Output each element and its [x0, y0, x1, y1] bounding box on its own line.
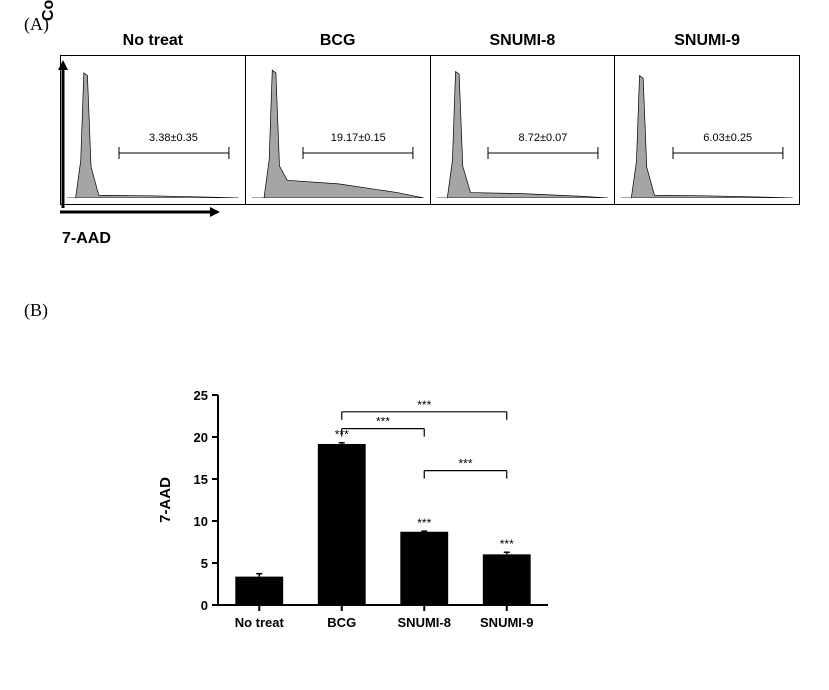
svg-text:BCG: BCG	[327, 615, 356, 630]
histogram-gate: 6.03±0.25	[673, 146, 783, 170]
gate-value: 8.72±0.07	[519, 132, 568, 144]
svg-text:10: 10	[194, 514, 208, 529]
panel-a-x-axis-label: 7-AAD	[62, 230, 111, 248]
histogram-gate: 3.38±0.35	[119, 146, 229, 170]
histogram-plot: 19.17±0.15	[252, 62, 424, 198]
histogram-cell: BCG19.17±0.15	[246, 56, 431, 204]
svg-text:SNUMI-8: SNUMI-8	[398, 615, 451, 630]
svg-text:No treat: No treat	[235, 615, 285, 630]
histogram-cell: SNUMI-88.72±0.07	[431, 56, 616, 204]
svg-text:***: ***	[500, 537, 514, 551]
panel-b-label: (B)	[24, 300, 48, 321]
panel-b: 0 5 10 15 20 25 7-AAD No treat BCG *** SNUMI-8 *** S…	[140, 365, 580, 665]
histogram-plot: 6.03±0.25	[621, 62, 793, 198]
histogram-title: BCG	[246, 32, 430, 50]
svg-text:SNUMI-9: SNUMI-9	[480, 615, 533, 630]
histogram-plot: 3.38±0.35	[67, 62, 239, 198]
svg-text:7-AAD: 7-AAD	[157, 477, 174, 523]
svg-text:***: ***	[376, 415, 390, 429]
histogram-gate: 19.17±0.15	[303, 146, 413, 170]
histogram-title: No treat	[61, 32, 245, 50]
histogram-title: SNUMI-8	[431, 32, 615, 50]
bar-chart: 0 5 10 15 20 25 7-AAD No treat BCG *** SNUMI-8 *** S…	[140, 365, 580, 665]
svg-text:5: 5	[201, 556, 208, 571]
panel-a-x-axis-arrow	[60, 207, 220, 217]
svg-text:15: 15	[194, 472, 208, 487]
svg-text:***: ***	[458, 457, 472, 471]
panel-a-y-axis-label: Count	[40, 0, 58, 76]
svg-text:***: ***	[417, 516, 431, 530]
gate-value: 3.38±0.35	[149, 132, 198, 144]
svg-text:25: 25	[194, 388, 208, 403]
gate-value: 6.03±0.25	[703, 132, 752, 144]
histogram-cell: No treat3.38±0.35	[61, 56, 246, 204]
histogram-plot: 8.72±0.07	[437, 62, 609, 198]
gate-value: 19.17±0.15	[331, 132, 386, 144]
histogram-title: SNUMI-9	[615, 32, 799, 50]
panel-a: No treat3.38±0.35BCG19.17±0.15SNUMI-88.7…	[60, 55, 800, 205]
histogram-cell: SNUMI-96.03±0.25	[615, 56, 799, 204]
svg-text:***: ***	[417, 398, 431, 412]
histogram-row: No treat3.38±0.35BCG19.17±0.15SNUMI-88.7…	[60, 55, 800, 205]
histogram-gate: 8.72±0.07	[488, 146, 598, 170]
svg-text:20: 20	[194, 430, 208, 445]
svg-text:0: 0	[201, 598, 208, 613]
